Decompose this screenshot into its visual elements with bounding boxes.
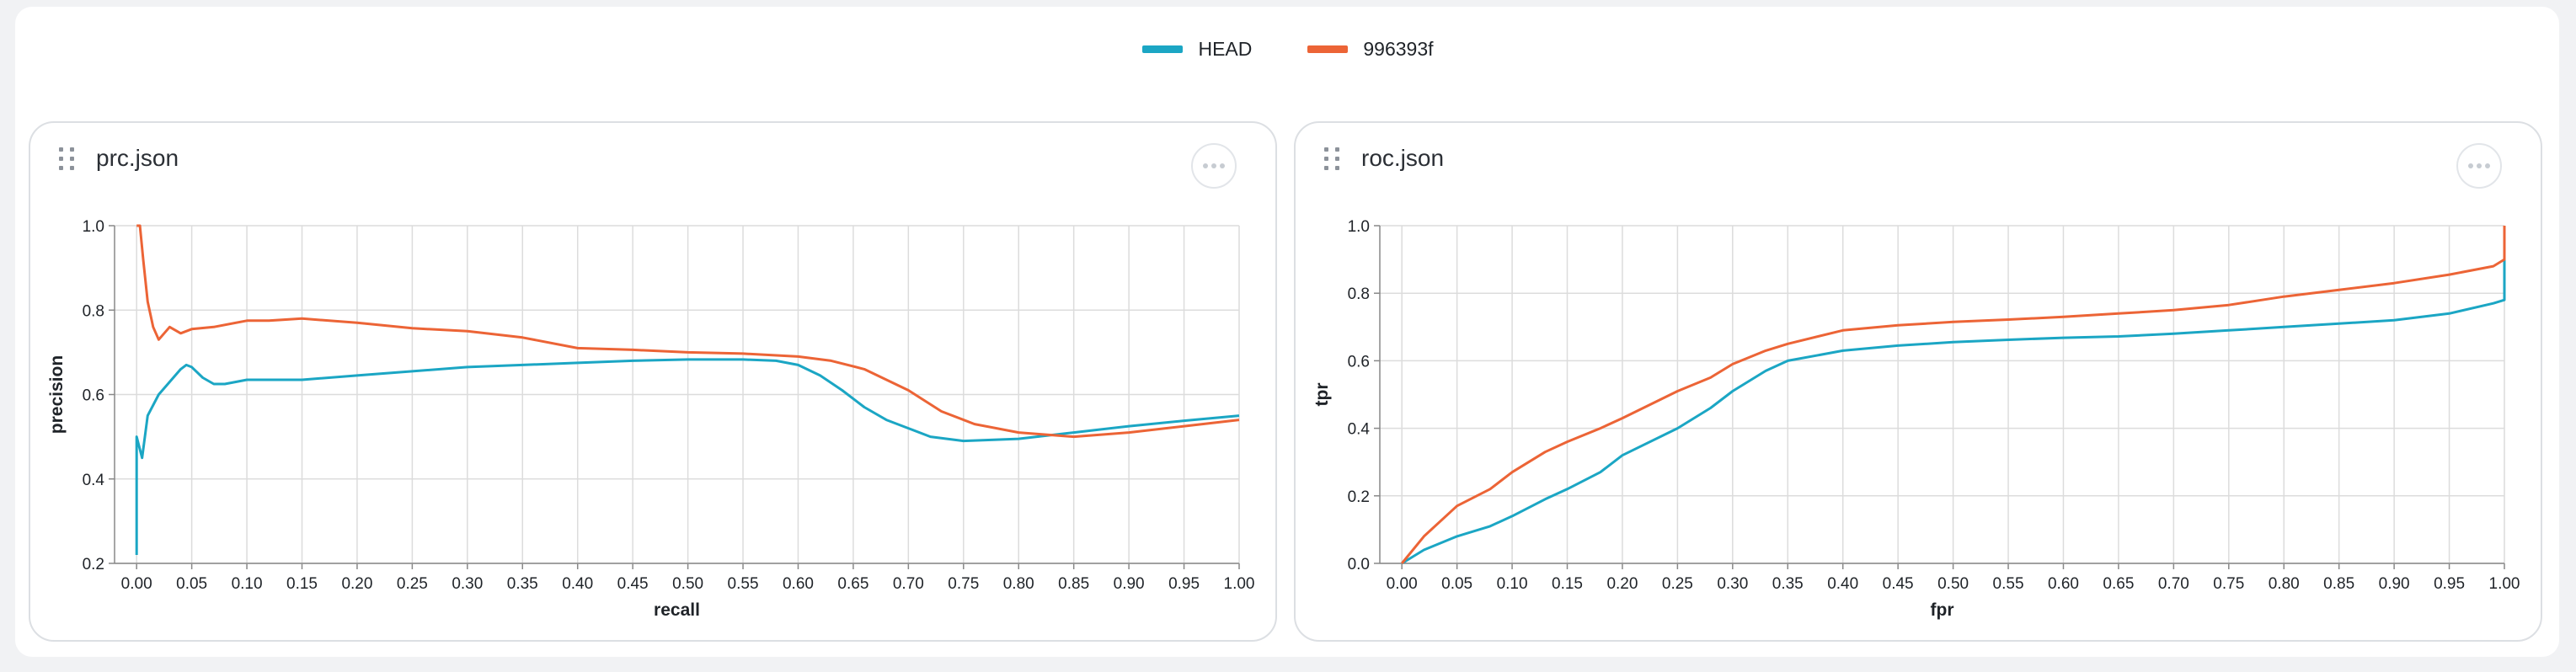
y-tick-label: 1.0 bbox=[83, 218, 104, 236]
roc-chart: 0.00 0.05 0.10 0.15 0.20 0.25 0.30 0.35 0.40 0.45… bbox=[1312, 218, 2520, 620]
y-axis-label: precision bbox=[47, 355, 67, 434]
x-tick-label: 0.35 bbox=[1772, 575, 1804, 593]
x-tick-label: 0.65 bbox=[2103, 575, 2134, 593]
x-tick-label: 0.40 bbox=[1827, 575, 1858, 593]
x-tick-label: 0.45 bbox=[617, 575, 649, 593]
x-tick-label: 0.60 bbox=[783, 575, 814, 593]
x-axis-label: fpr bbox=[1931, 600, 1954, 620]
x-tick-label: 0.60 bbox=[2048, 575, 2079, 593]
x-tick-label: 0.35 bbox=[507, 575, 538, 593]
x-tick-label: 0.15 bbox=[1552, 575, 1583, 593]
series-line-head[interactable] bbox=[1401, 259, 2506, 565]
x-tick-label: 0.80 bbox=[2269, 575, 2300, 593]
y-tick-label: 0.8 bbox=[83, 302, 104, 320]
x-axis-label: recall bbox=[654, 600, 700, 620]
y-tick-label: 0.2 bbox=[83, 556, 104, 573]
prc-chart: 0.00 0.05 0.10 0.15 0.20 0.25 0.30 0.35 0.40 0.45… bbox=[47, 218, 1255, 620]
plot-title: roc.json bbox=[1361, 145, 1445, 171]
x-tick-label: 0.85 bbox=[2323, 575, 2354, 593]
x-tick-label: 0.85 bbox=[1058, 575, 1089, 593]
legend-swatch-head bbox=[1142, 45, 1184, 53]
legend-label-head: HEAD bbox=[1198, 37, 1253, 60]
more-options-button[interactable] bbox=[1191, 143, 1237, 189]
y-tick-label: 1.0 bbox=[1348, 218, 1370, 236]
x-tick-label: 1.00 bbox=[2489, 575, 2520, 593]
drag-handle-icon[interactable] bbox=[1324, 147, 1339, 170]
x-tick-label: 0.75 bbox=[2213, 575, 2244, 593]
y-tick-label: 0.2 bbox=[1348, 488, 1370, 506]
x-tick-label: 0.25 bbox=[397, 575, 428, 593]
legend-item-commit[interactable]: 996393f bbox=[1307, 32, 1434, 66]
x-tick-label: 0.00 bbox=[1387, 575, 1418, 593]
y-tick-label: 0.0 bbox=[1348, 556, 1370, 573]
x-tick-label: 0.55 bbox=[1993, 575, 2024, 593]
x-tick-label: 0.65 bbox=[837, 575, 868, 593]
legend-label-commit: 996393f bbox=[1363, 37, 1434, 60]
more-options-button[interactable] bbox=[2456, 143, 2502, 189]
x-tick-label: 0.05 bbox=[176, 575, 207, 593]
x-tick-label: 0.95 bbox=[1168, 575, 1200, 593]
x-tick-label: 0.90 bbox=[2379, 575, 2410, 593]
x-tick-label: 0.30 bbox=[452, 575, 483, 593]
plot-card-prc: prc.json 0.00 0.05 0.10 0.15 0.20 0.25 0.30 0.3… bbox=[29, 121, 1277, 642]
legend: HEAD 996393f bbox=[0, 32, 2576, 66]
y-tick-label: 0.6 bbox=[1348, 353, 1370, 371]
y-tick-label: 0.4 bbox=[1348, 421, 1371, 439]
x-tick-label: 0.90 bbox=[1114, 575, 1145, 593]
y-tick-label: 0.8 bbox=[1348, 285, 1370, 303]
legend-swatch-commit bbox=[1307, 45, 1349, 53]
x-tick-label: 0.50 bbox=[672, 575, 703, 593]
series-line-commit[interactable] bbox=[1401, 226, 2506, 564]
x-tick-label: 1.00 bbox=[1224, 575, 1255, 593]
y-tick-label: 0.6 bbox=[83, 387, 104, 405]
x-tick-label: 0.50 bbox=[1937, 575, 1969, 593]
x-tick-label: 0.10 bbox=[1497, 575, 1528, 593]
y-tick-label: 0.4 bbox=[83, 472, 105, 489]
x-tick-label: 0.70 bbox=[893, 575, 924, 593]
plot-title: prc.json bbox=[96, 145, 179, 171]
plot-card-roc: roc.json 0.00 0.05 0.10 0.15 0.20 0.25 0.30 0.3… bbox=[1294, 121, 2542, 642]
drag-handle-icon[interactable] bbox=[59, 147, 74, 170]
x-tick-label: 0.20 bbox=[341, 575, 372, 593]
more-icon bbox=[1203, 163, 1208, 168]
x-tick-label: 0.25 bbox=[1662, 575, 1693, 593]
x-tick-label: 0.10 bbox=[232, 575, 263, 593]
series-line-commit[interactable] bbox=[136, 224, 1240, 439]
x-tick-label: 0.40 bbox=[562, 575, 593, 593]
x-tick-label: 0.15 bbox=[286, 575, 318, 593]
x-tick-label: 0.00 bbox=[121, 575, 152, 593]
x-tick-label: 0.30 bbox=[1717, 575, 1748, 593]
x-tick-label: 0.55 bbox=[728, 575, 759, 593]
x-tick-label: 0.75 bbox=[948, 575, 979, 593]
legend-item-head[interactable]: HEAD bbox=[1142, 32, 1252, 66]
x-tick-label: 0.80 bbox=[1003, 575, 1034, 593]
x-tick-label: 0.95 bbox=[2434, 575, 2465, 593]
y-axis-label: tpr bbox=[1312, 383, 1332, 407]
series-line-head[interactable] bbox=[135, 358, 1240, 555]
x-tick-label: 0.70 bbox=[2158, 575, 2189, 593]
x-tick-label: 0.45 bbox=[1883, 575, 1914, 593]
x-tick-label: 0.20 bbox=[1606, 575, 1638, 593]
more-icon bbox=[2468, 163, 2473, 168]
x-tick-label: 0.05 bbox=[1441, 575, 1472, 593]
